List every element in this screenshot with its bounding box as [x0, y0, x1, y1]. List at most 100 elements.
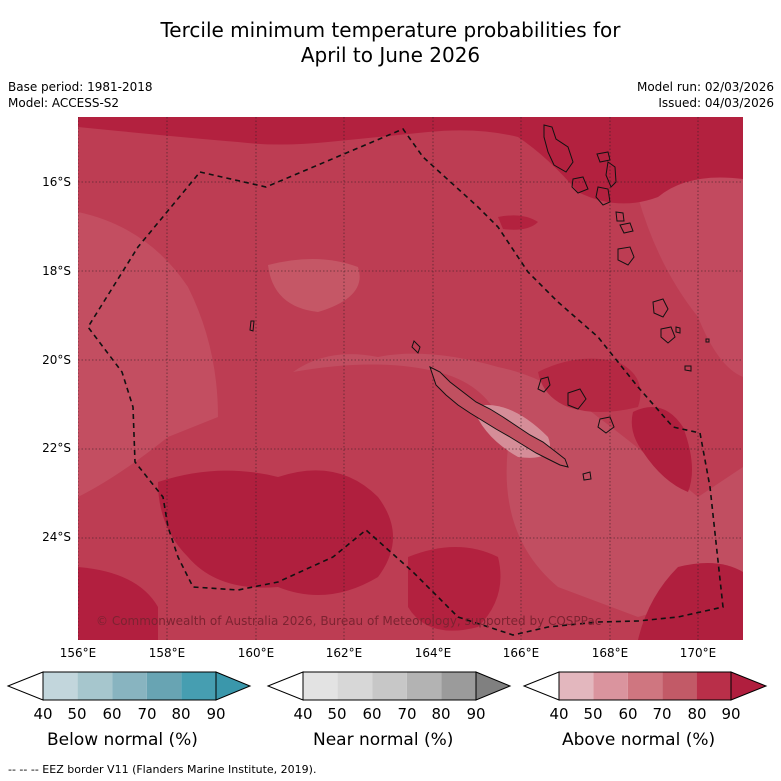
lon-label: 166°E: [502, 646, 540, 660]
island-mare: [597, 416, 615, 434]
colorbar-near: [266, 671, 512, 701]
island-pentecost: [605, 161, 617, 188]
cbar-below-tick: 50: [67, 705, 87, 723]
cbar-near-tick: 90: [466, 705, 486, 723]
cbar-near-high-ext: [475, 671, 512, 701]
cbar-near-0: [303, 672, 338, 700]
cbar-above-tick: 60: [618, 705, 638, 723]
cbar-near-tick: 80: [431, 705, 451, 723]
cbar-near-2: [372, 672, 407, 700]
model-run: Model run: 02/03/2026: [636, 80, 774, 94]
lat-label: 18°S: [42, 264, 71, 278]
cbar-above-3: [662, 672, 697, 700]
model-name: Model: ACCESS-S2: [8, 96, 120, 110]
cbar-near-tick: 50: [327, 705, 347, 723]
base-period: Base period: 1981-2018: [8, 80, 153, 94]
field-north-80: [78, 117, 743, 204]
lat-label: 20°S: [42, 353, 71, 367]
island-tanna: [660, 326, 676, 344]
island-aniwa: [675, 326, 681, 334]
cbar-above-0: [559, 672, 594, 700]
cbar-above-4: [696, 672, 731, 700]
issued-date: Issued: 04/03/2026: [658, 96, 774, 110]
cbar-below-2: [112, 672, 147, 700]
cbar-above-2: [627, 672, 663, 700]
new-caledonia-island: [429, 366, 569, 468]
lon-label: 158°E: [148, 646, 186, 660]
cbar-above-tick: 40: [549, 705, 569, 723]
cbar-above-1: [593, 672, 628, 700]
field-small-80: [498, 215, 538, 230]
islet-belep: [411, 340, 421, 354]
cbar-below-tick: 60: [102, 705, 122, 723]
title-line-1: Tercile minimum temperature probabilitie…: [160, 18, 621, 42]
cbar-below-tick: 40: [33, 705, 53, 723]
lat-label: 22°S: [42, 441, 71, 455]
above-normal-label: Above normal (%): [562, 730, 716, 750]
chart-title: Tercile minimum temperature probabilitie…: [0, 18, 781, 68]
meta-left: Base period: 1981-2018 Model: ACCESS-S2: [8, 79, 153, 111]
cbar-below-tick: 80: [171, 705, 191, 723]
colorbar-above: [522, 671, 768, 701]
island-lifou: [567, 388, 587, 410]
graticule: [78, 117, 743, 640]
cbar-below-4: [181, 672, 216, 700]
island-epi: [615, 211, 625, 222]
colorbar-below: [6, 671, 252, 701]
cbar-near-tick: 60: [362, 705, 382, 723]
field-west-60: [78, 212, 218, 497]
field-south-60: [293, 353, 743, 617]
cbar-near-3: [406, 672, 442, 700]
eez-footnote: -- -- -- EEZ border V11 (Flanders Marine…: [8, 763, 317, 776]
field-southwest-80: [158, 470, 393, 595]
island-walpole: [582, 471, 592, 481]
cbar-below-high-ext: [215, 671, 252, 701]
cbar-above-tick: 90: [721, 705, 741, 723]
near-normal-label: Near normal (%): [313, 730, 454, 750]
island-espiritu-santo: [543, 124, 574, 173]
below-normal-label: Below normal (%): [47, 730, 198, 750]
field-south-80: [408, 547, 501, 631]
islet-hunter: [705, 338, 710, 343]
title-line-2: April to June 2026: [300, 43, 481, 67]
cbar-below-0: [43, 672, 78, 700]
field-sw-corner-80: [78, 567, 158, 640]
cbar-below-tick: 90: [206, 705, 226, 723]
field-loyalty-80: [538, 358, 641, 412]
island-erromango: [652, 298, 669, 318]
cbar-above-tick: 50: [583, 705, 603, 723]
lon-label: 168°E: [591, 646, 629, 660]
island-ouvea: [537, 376, 551, 393]
colorbars: [6, 671, 768, 701]
cbar-near-4: [441, 672, 476, 700]
field-se-80: [638, 563, 743, 640]
cbar-above-low-ext: [522, 671, 560, 701]
lon-label: 164°E: [414, 646, 452, 660]
cbar-below-3: [146, 672, 182, 700]
cbar-near-1: [337, 672, 373, 700]
lon-label: 160°E: [237, 646, 275, 660]
cbar-below-tick: 70: [137, 705, 157, 723]
cbar-above-tick: 70: [652, 705, 672, 723]
cbar-above-tick: 80: [687, 705, 707, 723]
cbar-above-high-ext: [730, 671, 768, 701]
islet-chesterfield: [249, 320, 255, 332]
lat-label: 16°S: [42, 175, 71, 189]
cbar-below-1: [77, 672, 113, 700]
lon-label: 162°E: [325, 646, 363, 660]
cbar-below-low-ext: [6, 671, 44, 701]
island-aneityum: [684, 365, 692, 372]
lon-label: 156°E: [59, 646, 97, 660]
meta-right: Model run: 02/03/2026 Issued: 04/03/2026: [637, 79, 774, 111]
island-shepherd: [619, 222, 634, 234]
map-canvas: [78, 117, 743, 640]
cbar-near-low-ext: [266, 671, 304, 701]
probability-map: [78, 117, 743, 640]
map-copyright: © Commonwealth of Australia 2026, Bureau…: [96, 614, 602, 628]
island-malekula: [571, 176, 589, 194]
lon-label: 170°E: [679, 646, 717, 660]
cbar-near-tick: 70: [397, 705, 417, 723]
field-east-60: [638, 171, 743, 377]
island-efate: [617, 246, 635, 266]
eez-border: [87, 128, 724, 636]
